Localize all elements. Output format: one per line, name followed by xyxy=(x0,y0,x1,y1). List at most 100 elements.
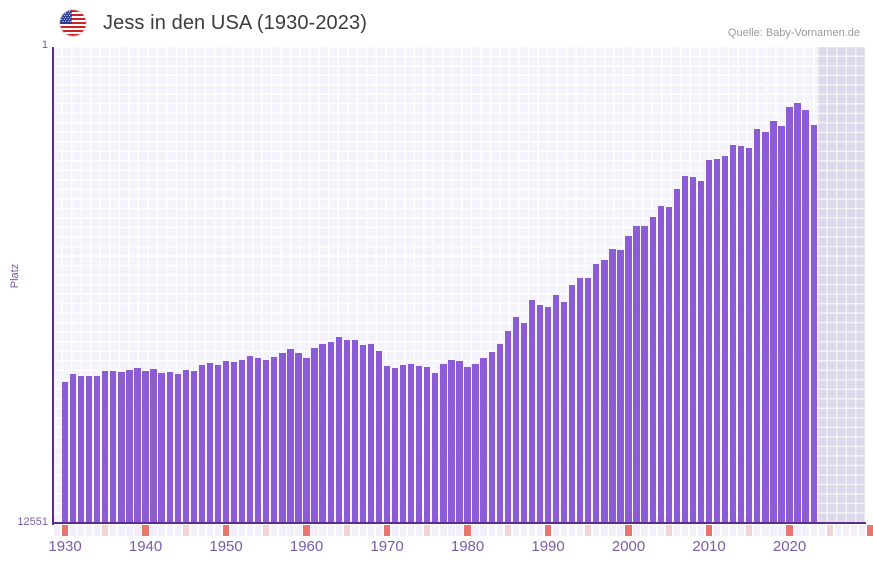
tick-cell xyxy=(633,525,640,536)
x-axis-tick-label: 2010 xyxy=(692,538,726,555)
x-axis-line xyxy=(52,522,866,524)
x-axis-tick-label: 1930 xyxy=(48,538,82,555)
bar xyxy=(689,176,697,523)
tick-cell xyxy=(577,525,584,536)
tick-cell xyxy=(713,525,721,536)
bar xyxy=(633,226,640,523)
tick-cell xyxy=(665,525,672,536)
bar xyxy=(110,370,117,523)
bar xyxy=(158,372,165,523)
tick-cell xyxy=(311,525,318,536)
bar xyxy=(762,132,769,523)
bar xyxy=(488,351,495,523)
tick-cell xyxy=(440,525,447,536)
bar xyxy=(142,370,149,523)
tick-cell xyxy=(158,525,165,536)
tick-cell xyxy=(528,525,536,536)
tick-cell xyxy=(770,525,777,536)
bar xyxy=(182,370,189,523)
us-flag-icon xyxy=(59,9,87,37)
bar xyxy=(166,371,173,523)
bar xyxy=(69,373,77,523)
tick-cell xyxy=(295,525,302,536)
x-axis-tick-label: 1960 xyxy=(289,538,324,555)
bar xyxy=(512,317,519,523)
bar xyxy=(480,358,487,523)
tick-cell xyxy=(150,525,157,536)
bar xyxy=(198,364,206,523)
tick-cell xyxy=(126,525,133,536)
bar xyxy=(391,367,399,523)
source-attribution: Quelle: Baby-Vornamen.de xyxy=(727,27,860,39)
tick-cell xyxy=(448,525,455,536)
tick-cell xyxy=(617,525,624,536)
tick-cell xyxy=(214,525,222,536)
bar xyxy=(279,353,286,523)
tick-cell xyxy=(705,525,713,536)
bar xyxy=(802,109,809,523)
tick-cell xyxy=(86,525,93,536)
bar xyxy=(432,372,439,523)
bar xyxy=(190,371,197,523)
bar xyxy=(230,362,238,523)
bar xyxy=(504,331,511,523)
tick-cell xyxy=(391,525,399,536)
bar xyxy=(327,342,334,523)
x-axis-tick-label: 1980 xyxy=(450,538,485,555)
bar xyxy=(657,206,664,523)
tick-cell xyxy=(255,525,262,536)
bar xyxy=(383,365,391,523)
tick-cell xyxy=(456,525,463,536)
tick-cell xyxy=(794,525,801,536)
tick-cell xyxy=(536,525,544,536)
tick-cell xyxy=(271,525,278,536)
tick-cell xyxy=(94,525,101,536)
bar xyxy=(649,216,656,523)
bar xyxy=(222,361,230,523)
bar xyxy=(786,107,793,523)
tick-cell xyxy=(802,525,809,536)
bar xyxy=(673,188,680,523)
tick-cell xyxy=(303,525,310,536)
bar xyxy=(206,363,214,523)
page-title: Jess in den USA (1930-2023) xyxy=(103,12,367,34)
bar xyxy=(174,373,181,523)
x-axis-tick-label: 1970 xyxy=(370,538,404,555)
bar xyxy=(754,128,761,523)
tick-cell xyxy=(609,525,616,536)
tick-cell xyxy=(649,525,656,536)
x-axis-tick-strip xyxy=(53,525,873,536)
y-axis-title: Platz xyxy=(9,263,21,289)
tick-cell xyxy=(263,525,270,536)
tick-cell xyxy=(504,525,511,536)
bar xyxy=(263,359,270,523)
bar xyxy=(77,376,85,523)
bar xyxy=(520,323,528,523)
tick-cell xyxy=(383,525,391,536)
bar xyxy=(721,155,729,523)
bar xyxy=(311,348,318,523)
tick-cell xyxy=(738,525,745,536)
bar xyxy=(713,158,721,523)
bar xyxy=(416,366,423,523)
bar xyxy=(102,371,109,523)
bar xyxy=(255,357,262,523)
chart-header: Jess in den USA (1930-2023) Quelle: Baby… xyxy=(0,0,873,44)
tick-cell xyxy=(858,525,866,536)
tick-cell xyxy=(206,525,214,536)
tick-cell xyxy=(408,525,415,536)
tick-cell xyxy=(730,525,737,536)
tick-cell xyxy=(432,525,439,536)
bar xyxy=(150,369,157,523)
bar xyxy=(448,359,455,523)
tick-cell xyxy=(319,525,326,536)
tick-cell xyxy=(142,525,149,536)
tick-cell xyxy=(287,525,294,536)
bar xyxy=(134,368,141,523)
tick-cell xyxy=(247,525,254,536)
tick-cell xyxy=(472,525,479,536)
tick-cell xyxy=(166,525,173,536)
bar xyxy=(367,344,375,523)
bar xyxy=(697,180,705,523)
tick-cell xyxy=(367,525,375,536)
